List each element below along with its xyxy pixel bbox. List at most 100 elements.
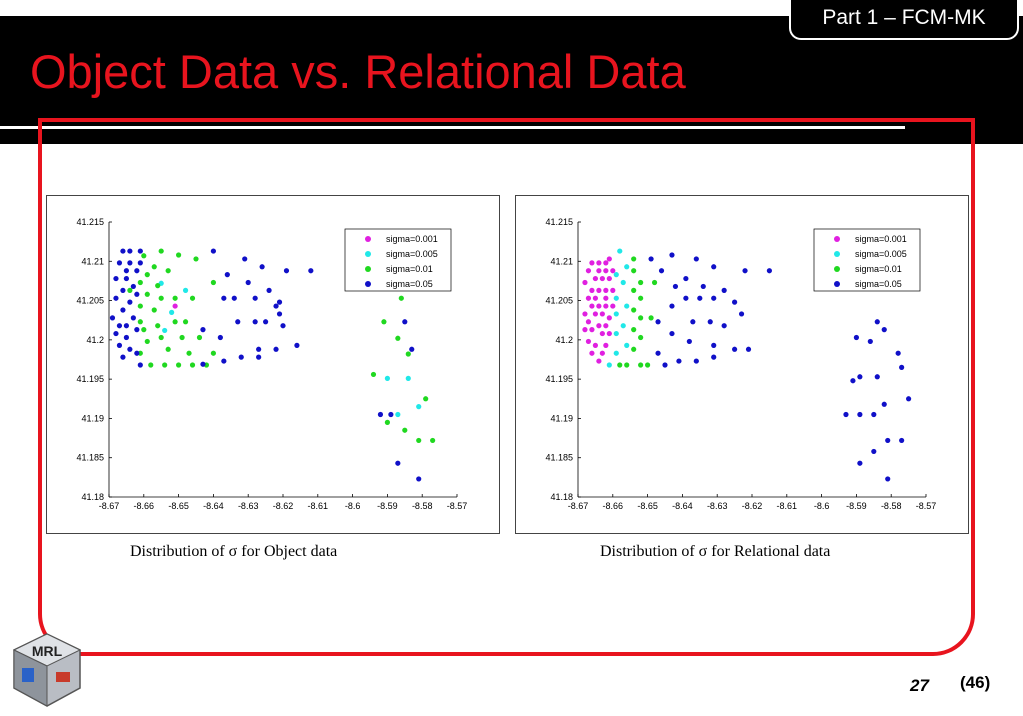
data-point <box>377 411 384 418</box>
slide-title: Object Data vs. Relational Data <box>30 45 686 98</box>
data-point <box>711 354 717 360</box>
data-point <box>662 362 668 368</box>
data-point <box>624 342 630 348</box>
data-point <box>130 283 136 290</box>
object-data-scatter-chart: -8.67 -8.66 -8.65 -8.64 -8.63 -8.62 -8.61 -8.6 -… <box>76 217 468 511</box>
x-tick-label: -8.66 <box>603 501 624 511</box>
data-point <box>732 299 738 305</box>
data-point <box>238 354 244 360</box>
y-tick-label: 41.21 <box>550 256 573 266</box>
y-tick-label: 41.2 <box>86 335 104 345</box>
data-point <box>745 346 752 352</box>
data-point <box>631 287 637 293</box>
data-point <box>179 334 185 341</box>
y-tick-label: 41.205 <box>76 296 104 306</box>
data-point <box>606 330 612 337</box>
data-point <box>280 323 286 329</box>
x-tick-label: -8.57 <box>447 501 468 511</box>
data-point <box>116 260 123 266</box>
data-point <box>610 268 616 274</box>
data-point <box>899 364 905 370</box>
series-sigma-0-01 <box>617 256 658 368</box>
data-point <box>130 315 136 321</box>
series-sigma-0-005 <box>606 248 630 368</box>
data-point <box>669 252 675 258</box>
data-point <box>283 268 290 274</box>
data-point <box>162 362 168 368</box>
data-point <box>123 275 129 282</box>
x-tick-label: -8.64 <box>203 501 224 511</box>
x-tick-label: -8.61 <box>308 501 329 511</box>
data-point <box>707 319 713 325</box>
data-point <box>252 295 258 301</box>
data-point <box>176 362 182 368</box>
data-point <box>113 295 119 301</box>
data-point <box>613 272 619 278</box>
legend-label: sigma=0.001 <box>855 234 907 244</box>
y-tick-label: 41.185 <box>76 453 104 463</box>
data-point <box>613 350 619 356</box>
relational-data-chart-panel: -8.67 -8.66 -8.65 -8.64 -8.63 -8.62 -8.61 -8.6 -… <box>515 195 969 534</box>
data-point <box>843 411 849 418</box>
legend-label: sigma=0.05 <box>386 279 433 289</box>
data-point <box>606 275 612 282</box>
relational-data-scatter-chart: -8.67 -8.66 -8.65 -8.64 -8.63 -8.62 -8.61 -8.6 -… <box>545 217 936 511</box>
data-point <box>690 319 696 325</box>
data-point <box>711 264 717 270</box>
data-point <box>721 287 727 293</box>
data-point <box>137 279 143 286</box>
data-point <box>162 327 168 334</box>
data-point <box>416 476 422 482</box>
content-frame <box>38 118 975 656</box>
relational-data-caption: Distribution of σ for Relational data <box>600 543 831 560</box>
data-point <box>867 338 873 345</box>
data-point <box>857 460 863 466</box>
data-point <box>127 248 133 254</box>
data-point <box>182 319 189 325</box>
x-tick-label: -8.62 <box>742 501 763 511</box>
data-point <box>402 319 408 325</box>
data-point <box>874 319 880 325</box>
data-point <box>210 248 216 254</box>
data-point <box>766 268 772 274</box>
data-point <box>127 287 133 293</box>
data-point <box>273 346 279 352</box>
series-sigma-0-001 <box>172 303 178 309</box>
data-point <box>599 330 605 337</box>
data-point <box>141 327 147 333</box>
data-point <box>638 362 644 368</box>
data-point <box>599 350 605 356</box>
data-point <box>857 374 863 380</box>
data-point <box>155 283 161 289</box>
data-point <box>308 268 314 274</box>
y-tick-label: 41.195 <box>545 374 573 384</box>
data-point <box>638 295 644 301</box>
data-point <box>252 319 258 325</box>
data-point <box>596 260 602 266</box>
data-point <box>221 358 227 364</box>
data-point <box>165 346 171 352</box>
data-point <box>176 252 182 258</box>
y-tick-label: 41.205 <box>545 296 573 306</box>
object-data-caption: Distribution of σ for Object data <box>130 543 338 560</box>
data-point <box>263 319 269 325</box>
data-point <box>603 287 609 293</box>
x-tick-label: -8.59 <box>846 501 867 511</box>
data-point <box>141 253 147 259</box>
data-point <box>613 330 619 337</box>
data-point <box>589 327 595 333</box>
data-point <box>655 350 661 356</box>
data-point <box>196 334 203 341</box>
data-point <box>148 362 154 368</box>
y-tick-label: 41.21 <box>81 256 104 266</box>
data-point <box>599 275 605 282</box>
data-point <box>603 323 609 329</box>
data-point <box>200 327 206 333</box>
data-point <box>638 315 644 321</box>
data-point <box>109 315 116 321</box>
x-tick-label: -8.67 <box>568 501 589 511</box>
x-tick-label: -8.65 <box>168 501 189 511</box>
data-point <box>899 437 905 444</box>
x-tick-label: -8.62 <box>273 501 294 511</box>
svg-text:MRL: MRL <box>32 643 63 659</box>
